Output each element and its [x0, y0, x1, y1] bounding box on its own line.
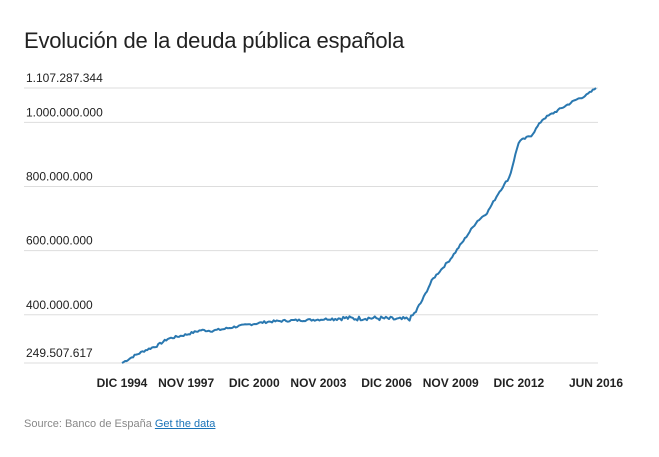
get-data-link[interactable]: Get the data: [154, 418, 216, 430]
y-tick-label: 800.000.000: [26, 170, 93, 184]
y-tick-label: 1.000.000.000: [26, 105, 103, 119]
y-tick-label: 249.507.617: [26, 346, 93, 360]
source-text: Source: Banco de España: [24, 418, 152, 430]
x-tick-label: NOV 1997: [158, 376, 214, 390]
x-tick-label: JUN 2016: [569, 376, 623, 390]
x-tick-label: DIC 1994: [97, 376, 148, 390]
y-tick-label: 400.000.000: [26, 298, 93, 312]
x-tick-label: DIC 2006: [361, 376, 412, 390]
chart-footer: Source: Banco de España Get the data: [24, 418, 215, 430]
y-tick-label: 1.107.287.344: [26, 71, 103, 85]
chart-title: Evolución de la deuda pública española: [24, 28, 405, 53]
series-line: [121, 87, 597, 364]
x-tick-label: DIC 2012: [493, 376, 544, 390]
x-tick-label: NOV 2003: [290, 376, 346, 390]
y-tick-label: 600.000.000: [26, 234, 93, 248]
x-tick-label: NOV 2009: [423, 376, 479, 390]
x-tick-label: DIC 2000: [229, 376, 280, 390]
